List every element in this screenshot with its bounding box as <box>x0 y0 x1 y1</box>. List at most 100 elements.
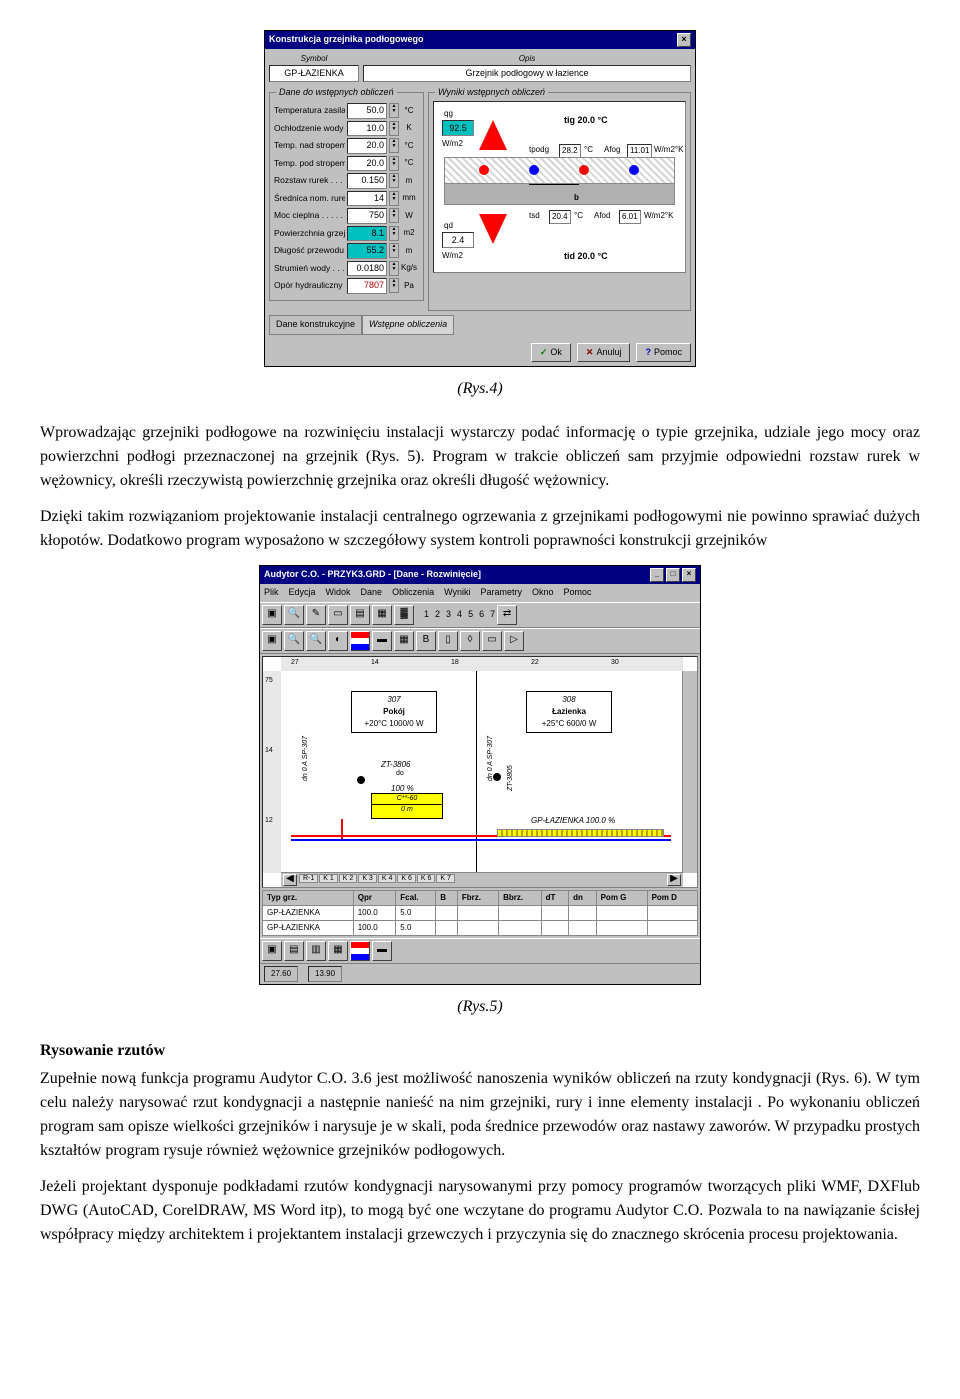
tool-button[interactable]: ▣ <box>262 941 282 961</box>
param-input[interactable]: 10.0 <box>347 121 387 137</box>
table-header[interactable]: dT <box>541 890 569 905</box>
layer-number[interactable]: 7 <box>490 608 495 622</box>
spinner-icon[interactable]: ▲▼ <box>389 243 399 258</box>
maximize-icon[interactable]: □ <box>666 568 680 582</box>
table-header[interactable]: Pom G <box>596 890 647 905</box>
tool-button[interactable]: ▤ <box>350 605 370 625</box>
layer-number[interactable]: 1 <box>424 608 429 622</box>
table-header[interactable]: Fbrz. <box>457 890 498 905</box>
menu-item[interactable]: Edycja <box>289 586 316 600</box>
layer-number[interactable]: 4 <box>457 608 462 622</box>
tool-button[interactable]: ▓ <box>394 605 414 625</box>
table-header[interactable]: Typ grz. <box>263 890 354 905</box>
table-cell[interactable] <box>596 905 647 920</box>
table-cell[interactable] <box>499 920 542 935</box>
layer-tab[interactable]: K 4 <box>378 874 397 883</box>
table-header[interactable]: Qpr <box>353 890 396 905</box>
tool-button[interactable]: ▦ <box>372 605 392 625</box>
tool-button[interactable]: ▯ <box>438 631 458 651</box>
table-header[interactable]: dn <box>569 890 597 905</box>
scroll-right-icon[interactable]: ▶ <box>667 874 681 886</box>
table-cell[interactable]: 100.0 <box>353 905 396 920</box>
tab-preliminary-calc[interactable]: Wstępne obliczenia <box>362 315 454 335</box>
table-cell[interactable] <box>647 920 697 935</box>
tool-button[interactable]: ✎ <box>306 605 326 625</box>
param-input[interactable]: 14 <box>347 191 387 207</box>
tool-button[interactable]: ◊ <box>460 631 480 651</box>
flag-icon[interactable] <box>350 631 370 651</box>
table-cell[interactable]: 5.0 <box>396 920 436 935</box>
tool-button[interactable]: ▬ <box>372 631 392 651</box>
table-cell[interactable]: 100.0 <box>353 920 396 935</box>
layer-tab[interactable]: K 6 <box>397 874 416 883</box>
drawing-area[interactable]: 307 Pokój +20°C 1000/0 W 308 Łazienka +2… <box>281 671 683 873</box>
tool-button[interactable]: ▦ <box>394 631 414 651</box>
tool-button[interactable]: ▭ <box>482 631 502 651</box>
layer-number[interactable]: 5 <box>468 608 473 622</box>
cancel-button[interactable]: ✕Anuluj <box>577 343 631 363</box>
room-box-308[interactable]: 308 Łazienka +25°C 600/0 W <box>526 691 612 733</box>
tool-button[interactable]: ▣ <box>262 605 282 625</box>
table-cell[interactable] <box>436 905 458 920</box>
close-icon[interactable]: × <box>682 568 696 582</box>
spinner-icon[interactable]: ▲▼ <box>389 173 399 188</box>
table-cell[interactable] <box>647 905 697 920</box>
tool-button[interactable]: ▣ <box>262 631 282 651</box>
table-header[interactable]: Fcal. <box>396 890 436 905</box>
table-cell[interactable] <box>569 905 597 920</box>
dialog-titlebar[interactable]: Konstrukcja grzejnika podłogowego × <box>265 31 695 49</box>
layer-number[interactable]: 3 <box>446 608 451 622</box>
spinner-icon[interactable]: ▲▼ <box>389 121 399 136</box>
symbol-input[interactable]: GP-ŁAZIENKA <box>269 65 359 82</box>
spinner-icon[interactable]: ▲▼ <box>389 138 399 153</box>
radiator[interactable]: C**-60 0 m <box>371 793 443 819</box>
param-input[interactable]: 7807 <box>347 278 387 294</box>
spinner-icon[interactable]: ▲▼ <box>389 208 399 223</box>
menu-item[interactable]: Wyniki <box>444 586 470 600</box>
zoom-in-icon[interactable]: 🔍 <box>284 605 304 625</box>
table-cell[interactable] <box>436 920 458 935</box>
table-header[interactable]: Pom D <box>647 890 697 905</box>
tool-button[interactable]: ▥ <box>306 941 326 961</box>
param-input[interactable]: 0.0180 <box>347 261 387 277</box>
layer-tab[interactable]: K 3 <box>358 874 377 883</box>
tab-construction-data[interactable]: Dane konstrukcyjne <box>269 315 362 335</box>
scroll-left-icon[interactable]: ◀ <box>283 874 297 886</box>
param-input[interactable]: 50.0 <box>347 103 387 119</box>
spinner-icon[interactable]: ▲▼ <box>389 261 399 276</box>
param-input[interactable]: 750 <box>347 208 387 224</box>
layer-number[interactable]: 6 <box>479 608 484 622</box>
tool-button[interactable]: ▤ <box>284 941 304 961</box>
table-row[interactable]: GP-ŁAZIENKA100.05.0 <box>263 920 698 935</box>
param-input[interactable]: 0.150 <box>347 173 387 189</box>
zoom-icon[interactable]: 🔍 <box>284 631 304 651</box>
tool-button[interactable]: ⇄ <box>497 605 517 625</box>
menu-item[interactable]: Pomoc <box>564 586 592 600</box>
layer-tab[interactable]: K 2 <box>339 874 358 883</box>
spinner-icon[interactable]: ▲▼ <box>389 226 399 241</box>
tool-button[interactable]: ▬ <box>372 941 392 961</box>
menu-item[interactable]: Okno <box>532 586 554 600</box>
menu-item[interactable]: Obliczenia <box>392 586 434 600</box>
flag-icon[interactable] <box>350 941 370 961</box>
table-cell[interactable] <box>596 920 647 935</box>
spinner-icon[interactable]: ▲▼ <box>389 156 399 171</box>
table-cell[interactable]: GP-ŁAZIENKA <box>263 905 354 920</box>
param-input[interactable]: 20.0 <box>347 156 387 172</box>
param-input[interactable]: 20.0 <box>347 138 387 154</box>
param-input[interactable]: 55.2 <box>347 243 387 259</box>
floor-heater[interactable] <box>497 829 664 837</box>
layer-tab[interactable]: K 1 <box>319 874 338 883</box>
tool-button[interactable]: ◐ <box>328 631 348 651</box>
scrollbar-vertical[interactable] <box>682 671 697 873</box>
param-input[interactable]: 8.1 <box>347 226 387 242</box>
menu-item[interactable]: Parametry <box>481 586 523 600</box>
spinner-icon[interactable]: ▲▼ <box>389 103 399 118</box>
help-button[interactable]: ?Pomoc <box>636 343 691 363</box>
tool-button[interactable]: ▦ <box>328 941 348 961</box>
table-cell[interactable] <box>569 920 597 935</box>
table-header[interactable]: B <box>436 890 458 905</box>
window-titlebar[interactable]: Audytor C.O. - PRZYK3.GRD - [Dane - Rozw… <box>260 566 700 584</box>
layer-tab[interactable]: K 6 <box>417 874 436 883</box>
menu-item[interactable]: Widok <box>326 586 351 600</box>
